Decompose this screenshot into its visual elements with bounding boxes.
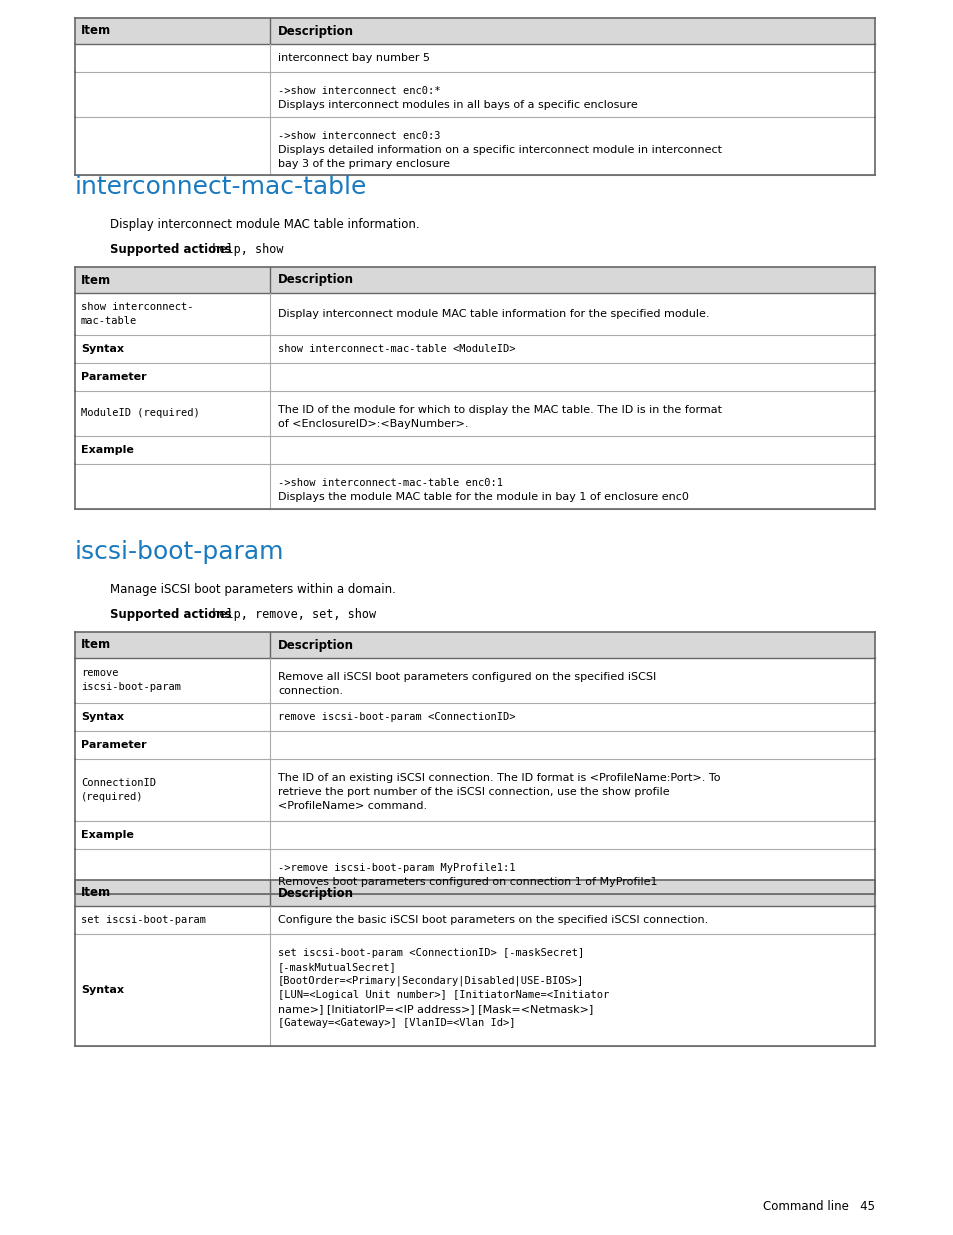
Text: Example: Example	[81, 830, 133, 840]
Text: Displays the module MAC table for the module in bay 1 of enclosure enc0: Displays the module MAC table for the mo…	[277, 492, 688, 501]
Text: Supported actions: Supported actions	[110, 243, 232, 256]
Text: Item: Item	[81, 25, 111, 37]
Text: The ID of the module for which to display the MAC table. The ID is in the format: The ID of the module for which to displa…	[277, 405, 721, 415]
Text: Description: Description	[277, 887, 354, 899]
Text: Description: Description	[277, 25, 354, 37]
Text: mac-table: mac-table	[81, 316, 137, 326]
Text: The ID of an existing iSCSI connection. The ID format is <ProfileName:Port>. To: The ID of an existing iSCSI connection. …	[277, 773, 720, 783]
Text: retrieve the port number of the iSCSI connection, use the show profile: retrieve the port number of the iSCSI co…	[277, 787, 669, 797]
Text: interconnect-mac-table: interconnect-mac-table	[75, 175, 367, 199]
Text: Syntax: Syntax	[81, 986, 124, 995]
Text: Remove all iSCSI boot parameters configured on the specified iSCSI: Remove all iSCSI boot parameters configu…	[277, 672, 656, 682]
Text: Item: Item	[81, 638, 111, 652]
Text: Example: Example	[81, 445, 133, 454]
Bar	[75, 632, 874, 658]
Text: : help, remove, set, show: : help, remove, set, show	[198, 608, 376, 621]
Text: ->show interconnect-mac-table enc0:1: ->show interconnect-mac-table enc0:1	[277, 478, 502, 488]
Text: iscsi-boot-param: iscsi-boot-param	[81, 683, 181, 693]
Text: Syntax: Syntax	[81, 345, 124, 354]
Text: set iscsi-boot-param: set iscsi-boot-param	[81, 915, 206, 925]
Text: interconnect bay number 5: interconnect bay number 5	[277, 53, 430, 63]
Text: Display interconnect module MAC table information for the specified module.: Display interconnect module MAC table in…	[277, 309, 709, 319]
Text: of <EnclosureID>:<BayNumber>.: of <EnclosureID>:<BayNumber>.	[277, 419, 468, 429]
Text: Description: Description	[277, 273, 354, 287]
Text: [LUN=<Logical Unit number>] [InitiatorName=<Initiator: [LUN=<Logical Unit number>] [InitiatorNa…	[277, 990, 609, 1000]
Text: : help, show: : help, show	[198, 243, 284, 256]
Text: Item: Item	[81, 887, 111, 899]
Text: show interconnect-mac-table <ModuleID>: show interconnect-mac-table <ModuleID>	[277, 345, 515, 354]
Text: ->show interconnect enc0:*: ->show interconnect enc0:*	[277, 86, 440, 96]
Text: Configure the basic iSCSI boot parameters on the specified iSCSI connection.: Configure the basic iSCSI boot parameter…	[277, 915, 707, 925]
Text: remove: remove	[81, 668, 118, 678]
Text: Item: Item	[81, 273, 111, 287]
Text: name>] [InitiatorIP=<IP address>] [Mask=<Netmask>]: name>] [InitiatorIP=<IP address>] [Mask=…	[277, 1004, 593, 1014]
Text: remove iscsi-boot-param <ConnectionID>: remove iscsi-boot-param <ConnectionID>	[277, 713, 515, 722]
Text: Displays interconnect modules in all bays of a specific enclosure: Displays interconnect modules in all bay…	[277, 100, 638, 110]
Text: ModuleID (required): ModuleID (required)	[81, 409, 199, 419]
Text: Removes boot parameters configured on connection 1 of MyProfile1: Removes boot parameters configured on co…	[277, 877, 657, 887]
Text: (required): (required)	[81, 792, 143, 802]
Text: [BootOrder=<Primary|Secondary|Disabled|USE-BIOS>]: [BootOrder=<Primary|Secondary|Disabled|U…	[277, 976, 583, 987]
Text: Syntax: Syntax	[81, 713, 124, 722]
Text: Command line   45: Command line 45	[762, 1200, 874, 1213]
Text: Display interconnect module MAC table information.: Display interconnect module MAC table in…	[110, 219, 419, 231]
Text: Supported actions: Supported actions	[110, 608, 232, 621]
Text: connection.: connection.	[277, 685, 343, 697]
Text: Parameter: Parameter	[81, 372, 147, 382]
Text: Description: Description	[277, 638, 354, 652]
Text: bay 3 of the primary enclosure: bay 3 of the primary enclosure	[277, 159, 450, 169]
Text: ->show interconnect enc0:3: ->show interconnect enc0:3	[277, 131, 440, 141]
Text: set iscsi-boot-param <ConnectionID> [-maskSecret]: set iscsi-boot-param <ConnectionID> [-ma…	[277, 948, 583, 958]
Text: <ProfileName> command.: <ProfileName> command.	[277, 802, 427, 811]
Bar	[75, 881, 874, 906]
Text: ConnectionID: ConnectionID	[81, 778, 156, 788]
Text: Parameter: Parameter	[81, 740, 147, 750]
Bar	[75, 19, 874, 44]
Bar	[75, 267, 874, 293]
Text: [-maskMutualSecret]: [-maskMutualSecret]	[277, 962, 396, 972]
Text: ->remove iscsi-boot-param MyProfile1:1: ->remove iscsi-boot-param MyProfile1:1	[277, 863, 515, 873]
Text: show interconnect-: show interconnect-	[81, 303, 193, 312]
Text: iscsi-boot-param: iscsi-boot-param	[75, 540, 284, 564]
Text: [Gateway=<Gateway>] [VlanID=<Vlan Id>]: [Gateway=<Gateway>] [VlanID=<Vlan Id>]	[277, 1018, 515, 1028]
Text: Displays detailed information on a specific interconnect module in interconnect: Displays detailed information on a speci…	[277, 144, 721, 156]
Text: Manage iSCSI boot parameters within a domain.: Manage iSCSI boot parameters within a do…	[110, 583, 395, 597]
